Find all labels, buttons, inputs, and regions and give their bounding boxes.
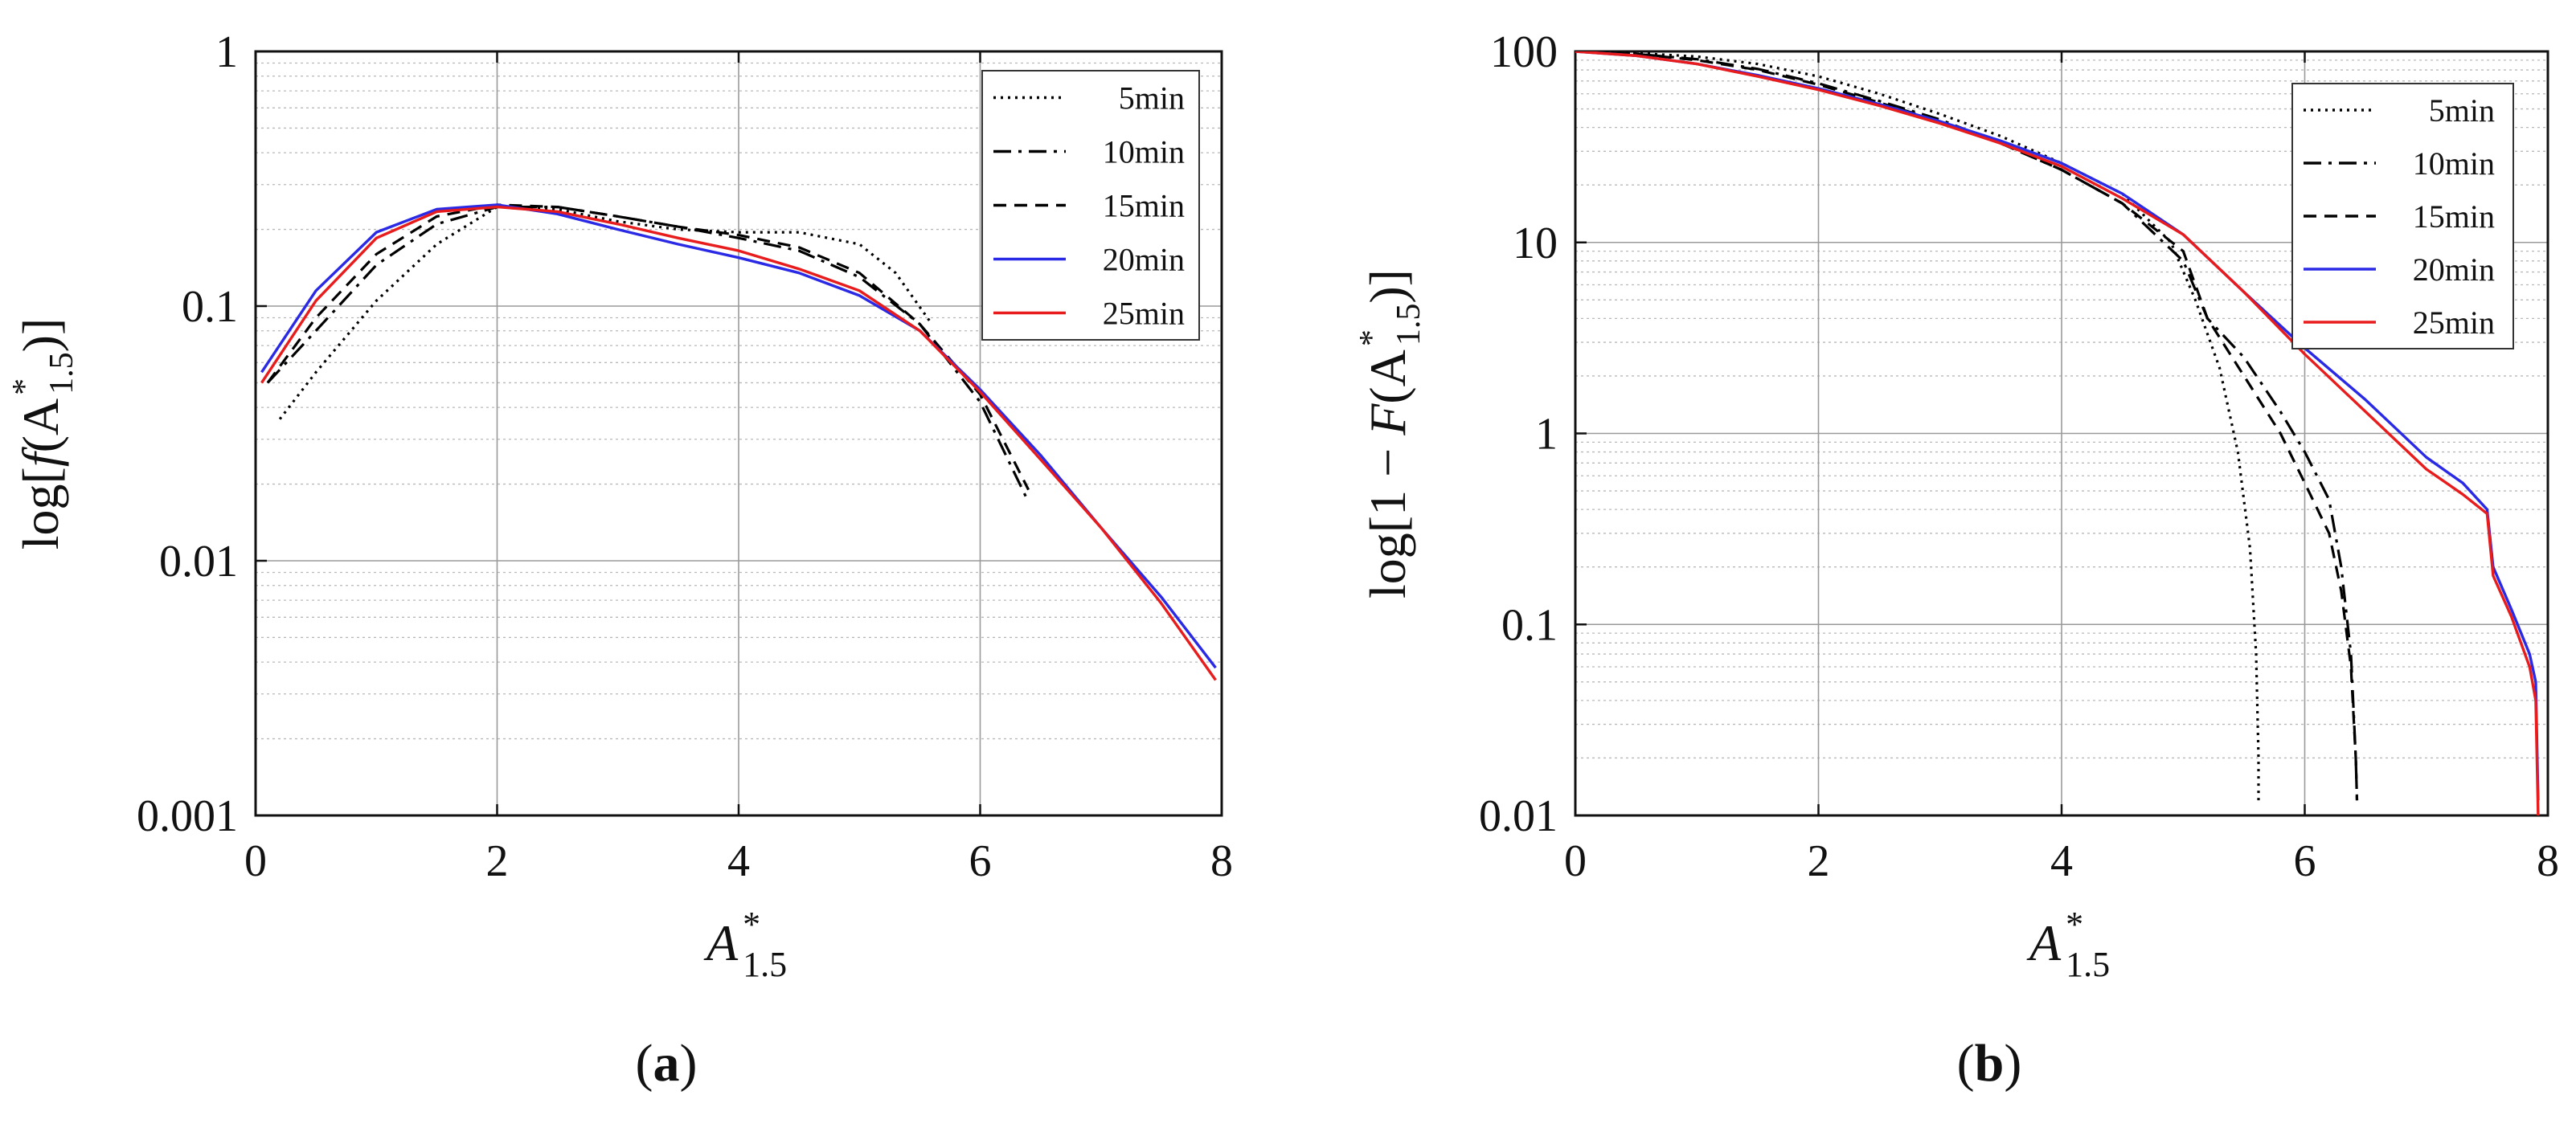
x-axis-label: A * 1.5 (703, 905, 787, 984)
y-axis-label-sub: 1.5 (1390, 304, 1427, 346)
legend-label: 15min (2413, 198, 2495, 235)
x-axis-label-sup: * (743, 905, 760, 944)
series-line-10min (1575, 51, 2359, 801)
y-axis-label-prefix: log[ (12, 467, 69, 550)
y-axis-label-inner: (A (12, 398, 69, 453)
x-axis-label-sup: * (2066, 905, 2083, 944)
x-tick-label: 4 (2050, 836, 2073, 886)
y-tick-label: 0.001 (137, 791, 238, 841)
y-axis-label-func: F (1359, 403, 1416, 436)
y-tick-label: 1 (215, 27, 238, 77)
panel-letter: a (653, 1034, 680, 1093)
y-tick-label: 1 (1535, 410, 1558, 460)
legend-label: 20min (2413, 251, 2495, 288)
legend-label: 25min (2413, 304, 2495, 341)
x-axis-label-main: A (2026, 914, 2062, 971)
x-tick-label: 6 (2294, 836, 2316, 886)
y-axis-label-sub: 1.5 (43, 352, 80, 394)
y-axis-label-sup: * (6, 378, 43, 395)
x-tick-label: 6 (969, 836, 992, 886)
series-line-15min (266, 203, 1030, 491)
legend: 5min 10min 15min 20min 25min (981, 70, 1200, 341)
y-axis-label-suffix: )] (12, 318, 69, 353)
legend-label: 5min (1119, 80, 1185, 116)
series-line-20min (260, 203, 1217, 669)
x-tick-label: 8 (2537, 836, 2559, 886)
y-axis-label: log[f(A*1.5)] (6, 318, 80, 550)
series-line-15min (1575, 51, 2359, 801)
x-tick-label: 0 (244, 836, 267, 886)
panel-label: (b) (1957, 1034, 2022, 1093)
y-tick-label: 0.01 (159, 537, 238, 586)
panel-label: (a) (636, 1034, 698, 1093)
chart-panel-b: 0 2 4 6 8 0.01 0.1 1 10 100 5min 10min 15min 20min 25m… (1354, 27, 2559, 1093)
legend-label: 25min (1103, 296, 1185, 332)
y-axis-label-suffix: )] (1359, 269, 1416, 304)
legend-label: 20min (1103, 242, 1185, 278)
x-tick-label: 0 (1564, 836, 1587, 886)
x-axis-label-sub: 1.5 (743, 945, 787, 984)
y-tick-label: 0.1 (182, 282, 238, 332)
chart-panel-a: 0 2 4 6 80.0010.010.115min10min15min20min25m… (6, 27, 1233, 1093)
legend-label: 5min (2429, 92, 2495, 129)
legend: 5min 10min 15min 20min 25min (2291, 83, 2514, 349)
series-line-5min (278, 206, 933, 420)
x-axis-label: A * 1.5 (2026, 905, 2110, 984)
x-tick-label: 2 (1808, 836, 1830, 886)
y-tick-label: 100 (1490, 27, 1558, 77)
legend-label: 15min (1103, 188, 1185, 224)
series-line-25min (1575, 51, 2540, 815)
y-tick-label: 10 (1513, 219, 1558, 268)
legend-label: 10min (2413, 145, 2495, 182)
x-tick-label: 4 (727, 836, 750, 886)
y-axis-label-prefix: log[1 − (1359, 435, 1416, 599)
y-tick-label: 0.01 (1479, 791, 1558, 841)
x-axis-label-main: A (703, 914, 739, 971)
legend-label: 10min (1103, 134, 1185, 170)
y-axis-label: log[1 − F(A *1.5)] (1354, 269, 1427, 599)
x-tick-label: 8 (1210, 836, 1233, 886)
panel-letter: b (1975, 1034, 2005, 1093)
y-tick-label: 0.1 (1501, 600, 1558, 650)
y-axis-label-inner: (A (1359, 349, 1416, 404)
series-line-5min (1575, 51, 2260, 801)
y-axis-label-sup: * (1354, 329, 1390, 346)
series-line-25min (260, 205, 1217, 681)
x-axis-label-sub: 1.5 (2066, 945, 2110, 984)
x-tick-label: 2 (486, 836, 509, 886)
